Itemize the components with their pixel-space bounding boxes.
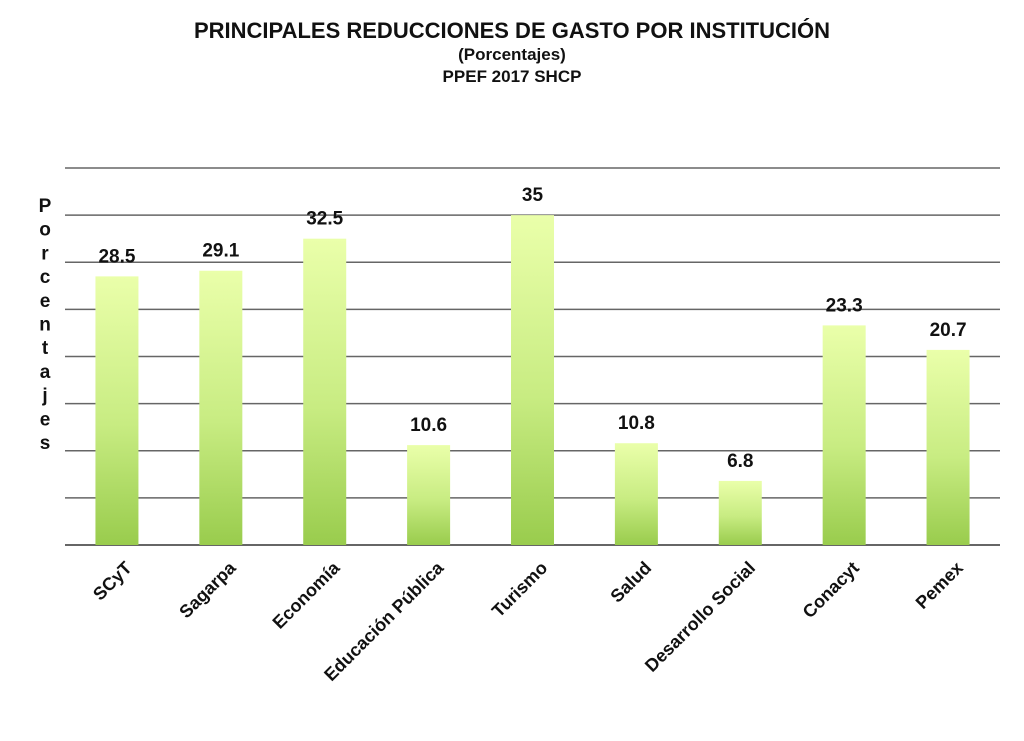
y-axis-label-letter: t — [42, 338, 49, 359]
y-axis-label-letter: e — [40, 409, 51, 430]
category-label-5: Salud — [606, 558, 655, 607]
chart-subtitle: (Porcentajes) — [458, 45, 566, 64]
data-label-3: 10.6 — [410, 415, 447, 436]
category-label-6: Desarrollo Social — [641, 558, 759, 676]
bar-6 — [718, 480, 762, 545]
bar-1 — [199, 270, 243, 545]
bar-4 — [511, 215, 554, 545]
bars — [95, 215, 970, 545]
category-label-3: Educación Pública — [320, 557, 448, 685]
y-axis-label-letter: s — [40, 433, 51, 454]
y-axis-label-letter: o — [39, 220, 51, 241]
bar-2 — [303, 238, 347, 545]
category-label-2: Economía — [269, 557, 345, 633]
category-label-0: SCyT — [89, 558, 136, 605]
data-label-0: 28.5 — [98, 246, 135, 267]
y-axis-label-letter: n — [39, 315, 51, 336]
data-labels: 28.5 29.1 32.5 10.6 35 10.8 6.8 23.3 20.7 — [98, 185, 966, 472]
bar-7 — [822, 325, 866, 545]
data-label-4: 35 — [522, 185, 544, 206]
data-label-5: 10.8 — [618, 413, 655, 434]
y-axis-label-letter: e — [40, 291, 51, 312]
data-label-1: 29.1 — [202, 241, 239, 262]
y-axis-label: Porcentajes — [39, 196, 52, 454]
y-axis-label-letter: P — [39, 196, 52, 217]
y-axis-label-letter: a — [40, 362, 51, 383]
category-label-1: Sagarpa — [175, 557, 240, 622]
data-label-8: 20.7 — [930, 320, 967, 341]
data-label-2: 32.5 — [306, 209, 343, 230]
chart-titles: PRINCIPALES REDUCCIONES DE GASTO POR INS… — [0, 18, 1024, 88]
y-axis-label-letter: c — [40, 267, 51, 288]
chart-subtitle-source: PPEF 2017 SHCP — [442, 67, 582, 86]
bar-3 — [407, 445, 451, 545]
bar-5 — [614, 443, 658, 545]
y-axis-label-letter: r — [41, 243, 49, 264]
data-label-6: 6.8 — [727, 451, 753, 472]
category-label-8: Pemex — [912, 558, 967, 613]
data-label-7: 23.3 — [826, 295, 863, 316]
bar-8 — [926, 349, 970, 545]
chart-title: PRINCIPALES REDUCCIONES DE GASTO POR INS… — [193, 18, 831, 43]
bar-0 — [95, 276, 139, 545]
category-label-4: Turismo — [488, 558, 551, 621]
category-label-7: Conacyt — [799, 558, 863, 622]
y-axis-label-letter: j — [41, 386, 47, 407]
